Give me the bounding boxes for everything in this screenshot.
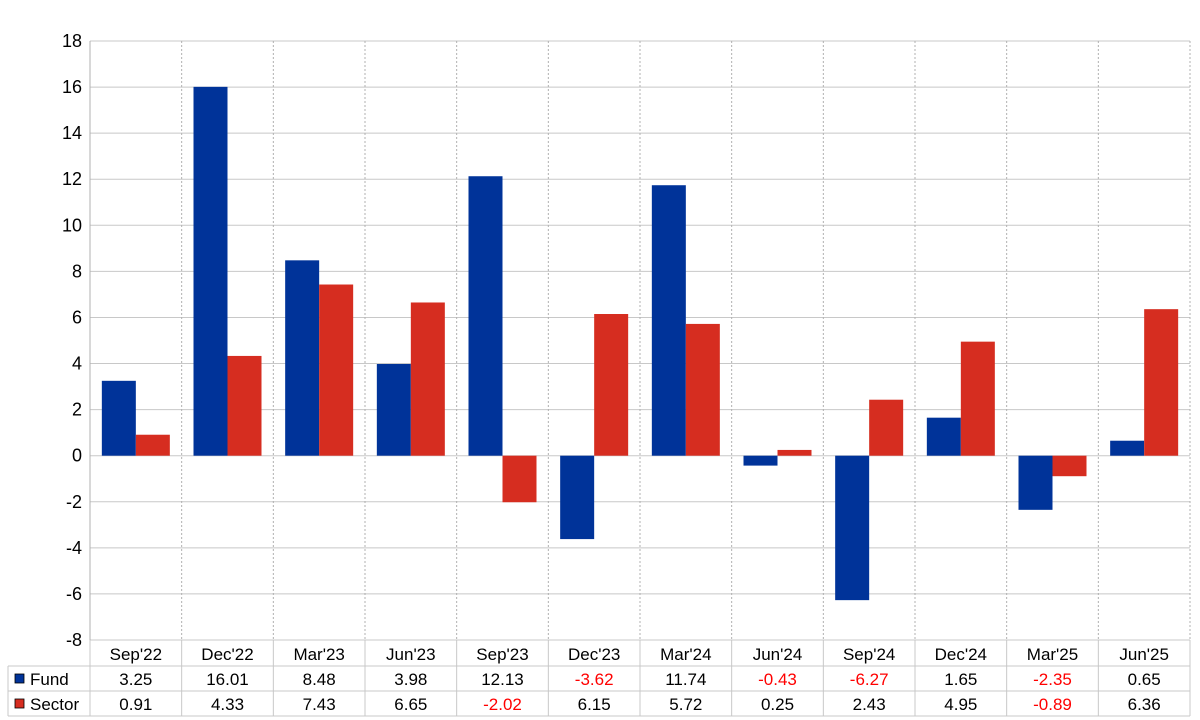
bar-fund: [743, 455, 778, 466]
data-label: 6.15: [578, 695, 611, 714]
data-label: 1.65: [944, 670, 977, 689]
bar-fund: [285, 260, 320, 456]
x-tick-label: Sep'22: [110, 645, 162, 664]
bar-fund: [1110, 440, 1145, 456]
data-label: 4.95: [944, 695, 977, 714]
data-label: -2.35: [1033, 670, 1072, 689]
x-tick-label: Dec'23: [568, 645, 620, 664]
bars: [101, 86, 1179, 601]
data-label: 3.25: [119, 670, 152, 689]
y-tick-label: 12: [62, 169, 82, 189]
x-tick-label: Jun'23: [386, 645, 436, 664]
bar-fund: [651, 185, 686, 456]
data-label: 0.25: [761, 695, 794, 714]
y-tick-label: -8: [66, 630, 82, 650]
bar-fund: [926, 417, 961, 456]
bar-sector: [135, 434, 170, 456]
grid-lines: [89, 40, 1191, 641]
bar-fund: [101, 380, 136, 456]
bar-sector: [319, 284, 354, 456]
bar-sector: [869, 399, 904, 456]
y-tick-label: 16: [62, 77, 82, 97]
y-tick-label: 4: [72, 354, 82, 374]
legend-swatch-sector: [14, 698, 25, 709]
data-label: 0.65: [1128, 670, 1161, 689]
y-tick-label: -4: [66, 538, 82, 558]
bar-fund: [560, 455, 595, 540]
y-tick-label: -6: [66, 584, 82, 604]
bar-fund: [376, 363, 411, 456]
bar-sector: [227, 355, 262, 456]
x-tick-label: Sep'23: [476, 645, 528, 664]
x-tick-label: Mar'23: [293, 645, 344, 664]
y-tick-label: 18: [62, 31, 82, 51]
data-label: -6.27: [850, 670, 889, 689]
bar-sector: [594, 314, 629, 456]
bar-fund: [1018, 455, 1053, 510]
legend-label-fund: Fund: [30, 670, 69, 689]
x-tick-label: Dec'24: [935, 645, 987, 664]
y-tick-label: 8: [72, 261, 82, 281]
y-tick-label: -2: [66, 492, 82, 512]
bar-sector: [502, 455, 537, 503]
y-tick-label: 0: [72, 446, 82, 466]
data-label: 16.01: [206, 670, 249, 689]
data-label: 12.13: [481, 670, 524, 689]
bar-fund: [468, 176, 503, 456]
data-label: 7.43: [303, 695, 336, 714]
data-label: -3.62: [575, 670, 614, 689]
bar-fund: [193, 86, 228, 456]
data-label: 6.36: [1128, 695, 1161, 714]
legend-swatch-fund: [14, 673, 25, 684]
data-label: 8.48: [303, 670, 336, 689]
data-label: 2.43: [853, 695, 886, 714]
y-tick-label: 14: [62, 123, 82, 143]
x-tick-label: Jun'25: [1119, 645, 1169, 664]
bar-fund: [835, 455, 870, 601]
data-label: -0.43: [758, 670, 797, 689]
bar-sector: [1144, 309, 1179, 456]
data-label: 5.72: [669, 695, 702, 714]
y-tick-label: 6: [72, 307, 82, 327]
data-label: 4.33: [211, 695, 244, 714]
bar-sector: [685, 323, 720, 456]
data-label: 11.74: [665, 670, 706, 689]
data-label: 0.91: [119, 695, 152, 714]
x-tick-label: Jun'24: [753, 645, 803, 664]
legend-label-sector: Sector: [30, 695, 79, 714]
data-label: 3.98: [394, 670, 427, 689]
y-axis-ticks: -8 -6 -4 -2 0 2 4 6 8 10 12 14 16 18: [62, 31, 82, 650]
data-label: -0.89: [1033, 695, 1072, 714]
bar-sector: [410, 302, 445, 456]
bar-sector: [1052, 455, 1087, 477]
x-tick-label: Dec'22: [201, 645, 253, 664]
x-tick-label: Mar'25: [1027, 645, 1078, 664]
data-label: 6.65: [394, 695, 427, 714]
data-label: -2.02: [483, 695, 522, 714]
data-table: Sep'22 Dec'22 Mar'23 Jun'23 Sep'23 Dec'23 Mar'…: [7, 640, 1191, 717]
bar-sector: [777, 449, 812, 456]
x-tick-label: Sep'24: [843, 645, 895, 664]
bar-sector: [960, 341, 995, 456]
y-tick-label: 2: [72, 400, 82, 420]
x-tick-label: Mar'24: [660, 645, 711, 664]
y-tick-label: 10: [62, 215, 82, 235]
